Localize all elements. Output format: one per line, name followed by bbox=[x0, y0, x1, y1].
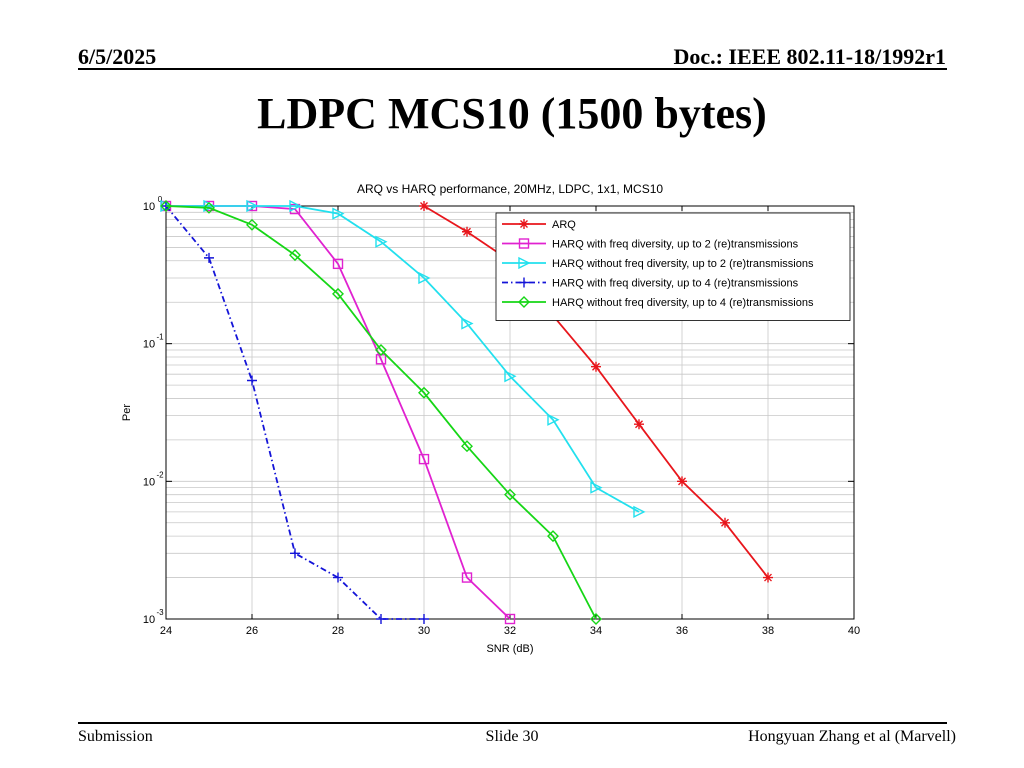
data-point bbox=[461, 572, 473, 583]
data-point bbox=[375, 343, 387, 356]
data-point bbox=[518, 296, 530, 308]
data-point bbox=[547, 413, 560, 426]
data-point bbox=[246, 199, 259, 213]
y-tick-exponent: -2 bbox=[156, 470, 164, 479]
series-line bbox=[166, 205, 640, 513]
series-4 bbox=[161, 201, 429, 624]
y-tick-label: 10 bbox=[143, 614, 155, 626]
data-point bbox=[633, 505, 646, 519]
x-tick-label: 38 bbox=[762, 625, 774, 637]
data-point bbox=[461, 440, 473, 453]
y-axis-label: Per bbox=[121, 404, 133, 421]
header-date: 6/5/2025 bbox=[78, 44, 157, 69]
x-tick-label: 30 bbox=[418, 625, 430, 637]
header-rule bbox=[78, 68, 947, 70]
footer-authors: Hongyuan Zhang et al (Marvell) bbox=[748, 728, 956, 745]
data-point bbox=[634, 419, 644, 430]
legend-label: HARQ with freq diversity, up to 2 (re)tr… bbox=[552, 239, 799, 251]
y-tick-exponent: -1 bbox=[156, 333, 164, 342]
data-point bbox=[204, 252, 214, 263]
data-point bbox=[504, 488, 516, 501]
data-point bbox=[720, 517, 730, 528]
data-point bbox=[590, 481, 603, 494]
y-tick-label: 10 bbox=[143, 339, 155, 351]
data-point bbox=[418, 386, 430, 399]
x-axis-label: SNR (dB) bbox=[486, 643, 533, 655]
data-point bbox=[677, 476, 687, 487]
data-point bbox=[519, 277, 529, 288]
data-point bbox=[332, 258, 344, 270]
legend-label: HARQ without freq diversity, up to 4 (re… bbox=[552, 297, 814, 309]
legend: ARQ HARQ with freq diversity, up to 2 (re… bbox=[495, 212, 851, 321]
data-point bbox=[591, 361, 601, 372]
data-point bbox=[518, 256, 531, 270]
series-line bbox=[165, 205, 597, 620]
x-tick-label: 24 bbox=[160, 625, 172, 637]
legend-label: ARQ bbox=[552, 219, 576, 231]
data-point bbox=[519, 219, 529, 229]
data-point bbox=[332, 207, 345, 220]
data-point bbox=[419, 201, 429, 211]
data-point bbox=[518, 238, 530, 249]
data-point bbox=[247, 375, 257, 386]
y-tick-label: 10 bbox=[143, 476, 155, 488]
data-point bbox=[418, 453, 430, 465]
data-point bbox=[419, 614, 429, 624]
data-point bbox=[203, 201, 215, 214]
data-point bbox=[547, 530, 559, 543]
data-point bbox=[461, 317, 474, 330]
data-point bbox=[289, 199, 302, 213]
y-tick-label: 10 bbox=[143, 201, 155, 213]
data-point bbox=[462, 226, 472, 237]
data-point bbox=[418, 271, 431, 285]
x-tick-label: 34 bbox=[590, 625, 602, 637]
data-point bbox=[504, 613, 516, 625]
data-point bbox=[375, 235, 388, 248]
footer-rule bbox=[78, 722, 947, 724]
x-tick-label: 40 bbox=[848, 625, 860, 637]
footer-slide-number: Slide 30 bbox=[485, 728, 539, 745]
data-point bbox=[289, 249, 301, 262]
x-tick-label: 28 bbox=[332, 625, 344, 637]
series-5 bbox=[160, 200, 602, 625]
legend-label: HARQ without freq diversity, up to 2 (re… bbox=[552, 258, 814, 270]
y-tick-exponent: -3 bbox=[156, 608, 164, 617]
x-tick-label: 36 bbox=[676, 625, 688, 637]
x-tick-label: 26 bbox=[246, 625, 258, 637]
slide-title: LDPC MCS10 (1500 bytes) bbox=[257, 89, 767, 138]
data-point bbox=[376, 614, 386, 624]
data-point bbox=[290, 548, 300, 559]
data-point bbox=[504, 370, 517, 383]
data-point bbox=[246, 218, 258, 231]
data-point bbox=[332, 287, 344, 300]
data-point bbox=[333, 572, 343, 583]
x-tick-label: 32 bbox=[504, 625, 516, 637]
data-point bbox=[763, 572, 773, 583]
y-tick-exponent: 0 bbox=[158, 195, 163, 204]
legend-box bbox=[495, 212, 851, 321]
data-point bbox=[590, 613, 602, 625]
footer-submission: Submission bbox=[78, 728, 153, 745]
chart-title: ARQ vs HARQ performance, 20MHz, LDPC, 1x… bbox=[357, 182, 663, 196]
header-document-id: Doc.: IEEE 802.11-18/1992r1 bbox=[673, 44, 946, 69]
data-point bbox=[160, 200, 172, 212]
legend-label: HARQ with freq diversity, up to 4 (re)tr… bbox=[552, 278, 799, 290]
